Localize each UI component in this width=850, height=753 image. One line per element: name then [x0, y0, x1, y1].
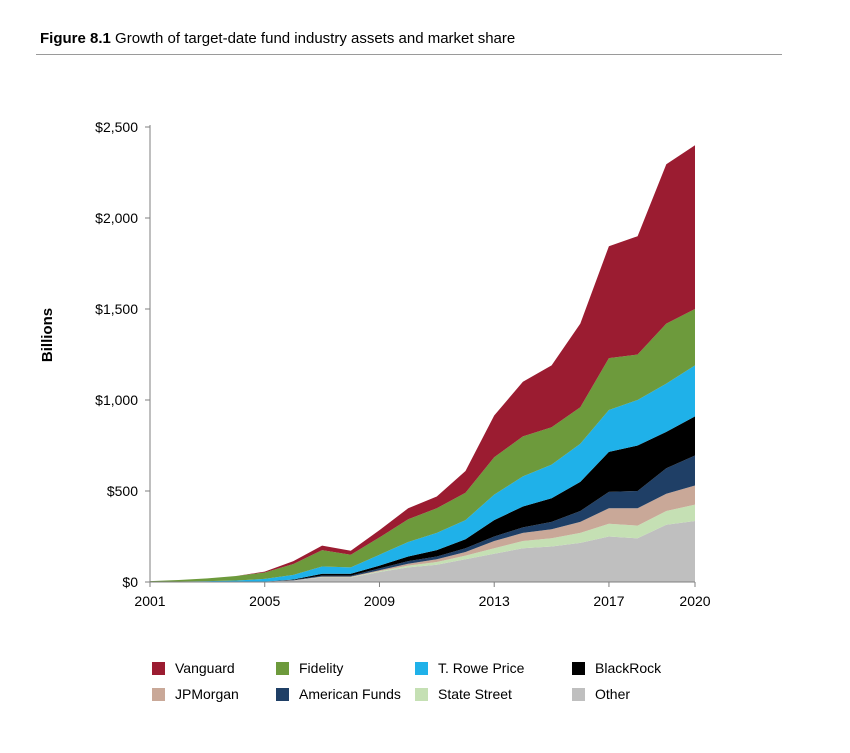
legend-item-t-rowe-price: T. Rowe Price [415, 660, 524, 676]
x-tick-label: 2020 [679, 593, 710, 609]
area-layers [150, 145, 695, 582]
legend-swatch [276, 661, 289, 675]
y-tick-label: $1,000 [95, 392, 138, 408]
legend-label: American Funds [299, 686, 401, 702]
area-series-american-funds [150, 455, 695, 582]
legend-swatch [152, 661, 165, 675]
legend-swatch [572, 687, 585, 701]
legend-swatch [415, 661, 428, 675]
y-axis-label: Billions [39, 308, 56, 362]
y-tick-label: $0 [122, 574, 138, 590]
x-tick-label: 2001 [134, 593, 165, 609]
area-series-fidelity [150, 309, 695, 582]
legend-swatch [415, 687, 428, 701]
legend-label: T. Rowe Price [438, 660, 525, 676]
legend-label: Fidelity [299, 660, 344, 676]
figure-label: Figure 8.1 [40, 30, 111, 47]
x-tick-label: 2017 [593, 593, 624, 609]
legend-item-fidelity: Fidelity [276, 660, 343, 676]
figure-title: Figure 8.1 Growth of target-date fund in… [40, 30, 515, 47]
figure-caption: Growth of target-date fund industry asse… [115, 30, 516, 47]
legend-label: BlackRock [595, 660, 662, 676]
x-tick-label: 2013 [479, 593, 510, 609]
legend-swatch [152, 687, 165, 701]
legend-label: JPMorgan [175, 686, 239, 702]
legend-label: Other [595, 686, 631, 702]
y-tick-label: $1,500 [95, 301, 138, 317]
area-series-vanguard [150, 145, 695, 582]
legend-item-jpmorgan: JPMorgan [152, 686, 239, 702]
legend-item-american-funds: American Funds [276, 686, 401, 702]
legend-label: Vanguard [175, 660, 235, 676]
legend-item-blackrock: BlackRock [572, 660, 661, 676]
title-divider [36, 54, 782, 55]
legend-item-other: Other [572, 686, 630, 702]
stacked-area-chart: $0 $500 $1,000 $1,500 $2,000 $2,500 2001 2005 20… [39, 119, 711, 609]
area-series-jpmorgan [150, 485, 695, 582]
y-tick-label: $2,500 [95, 119, 138, 135]
area-series-other [150, 521, 695, 582]
legend-swatch [276, 687, 289, 701]
y-tick-label: $500 [107, 483, 138, 499]
area-series-t-rowe-price [150, 365, 695, 582]
legend-label: State Street [438, 686, 512, 702]
axes: $0 $500 $1,000 $1,500 $2,000 $2,500 2001 2005 20… [95, 119, 711, 609]
x-tick-label: 2009 [364, 593, 395, 609]
legend-swatch [572, 661, 585, 675]
legend-item-vanguard: Vanguard [152, 660, 235, 676]
legend-item-state-street: State Street [415, 686, 512, 702]
y-tick-label: $2,000 [95, 210, 138, 226]
area-series-blackrock [150, 416, 695, 582]
x-tick-label: 2005 [249, 593, 280, 609]
